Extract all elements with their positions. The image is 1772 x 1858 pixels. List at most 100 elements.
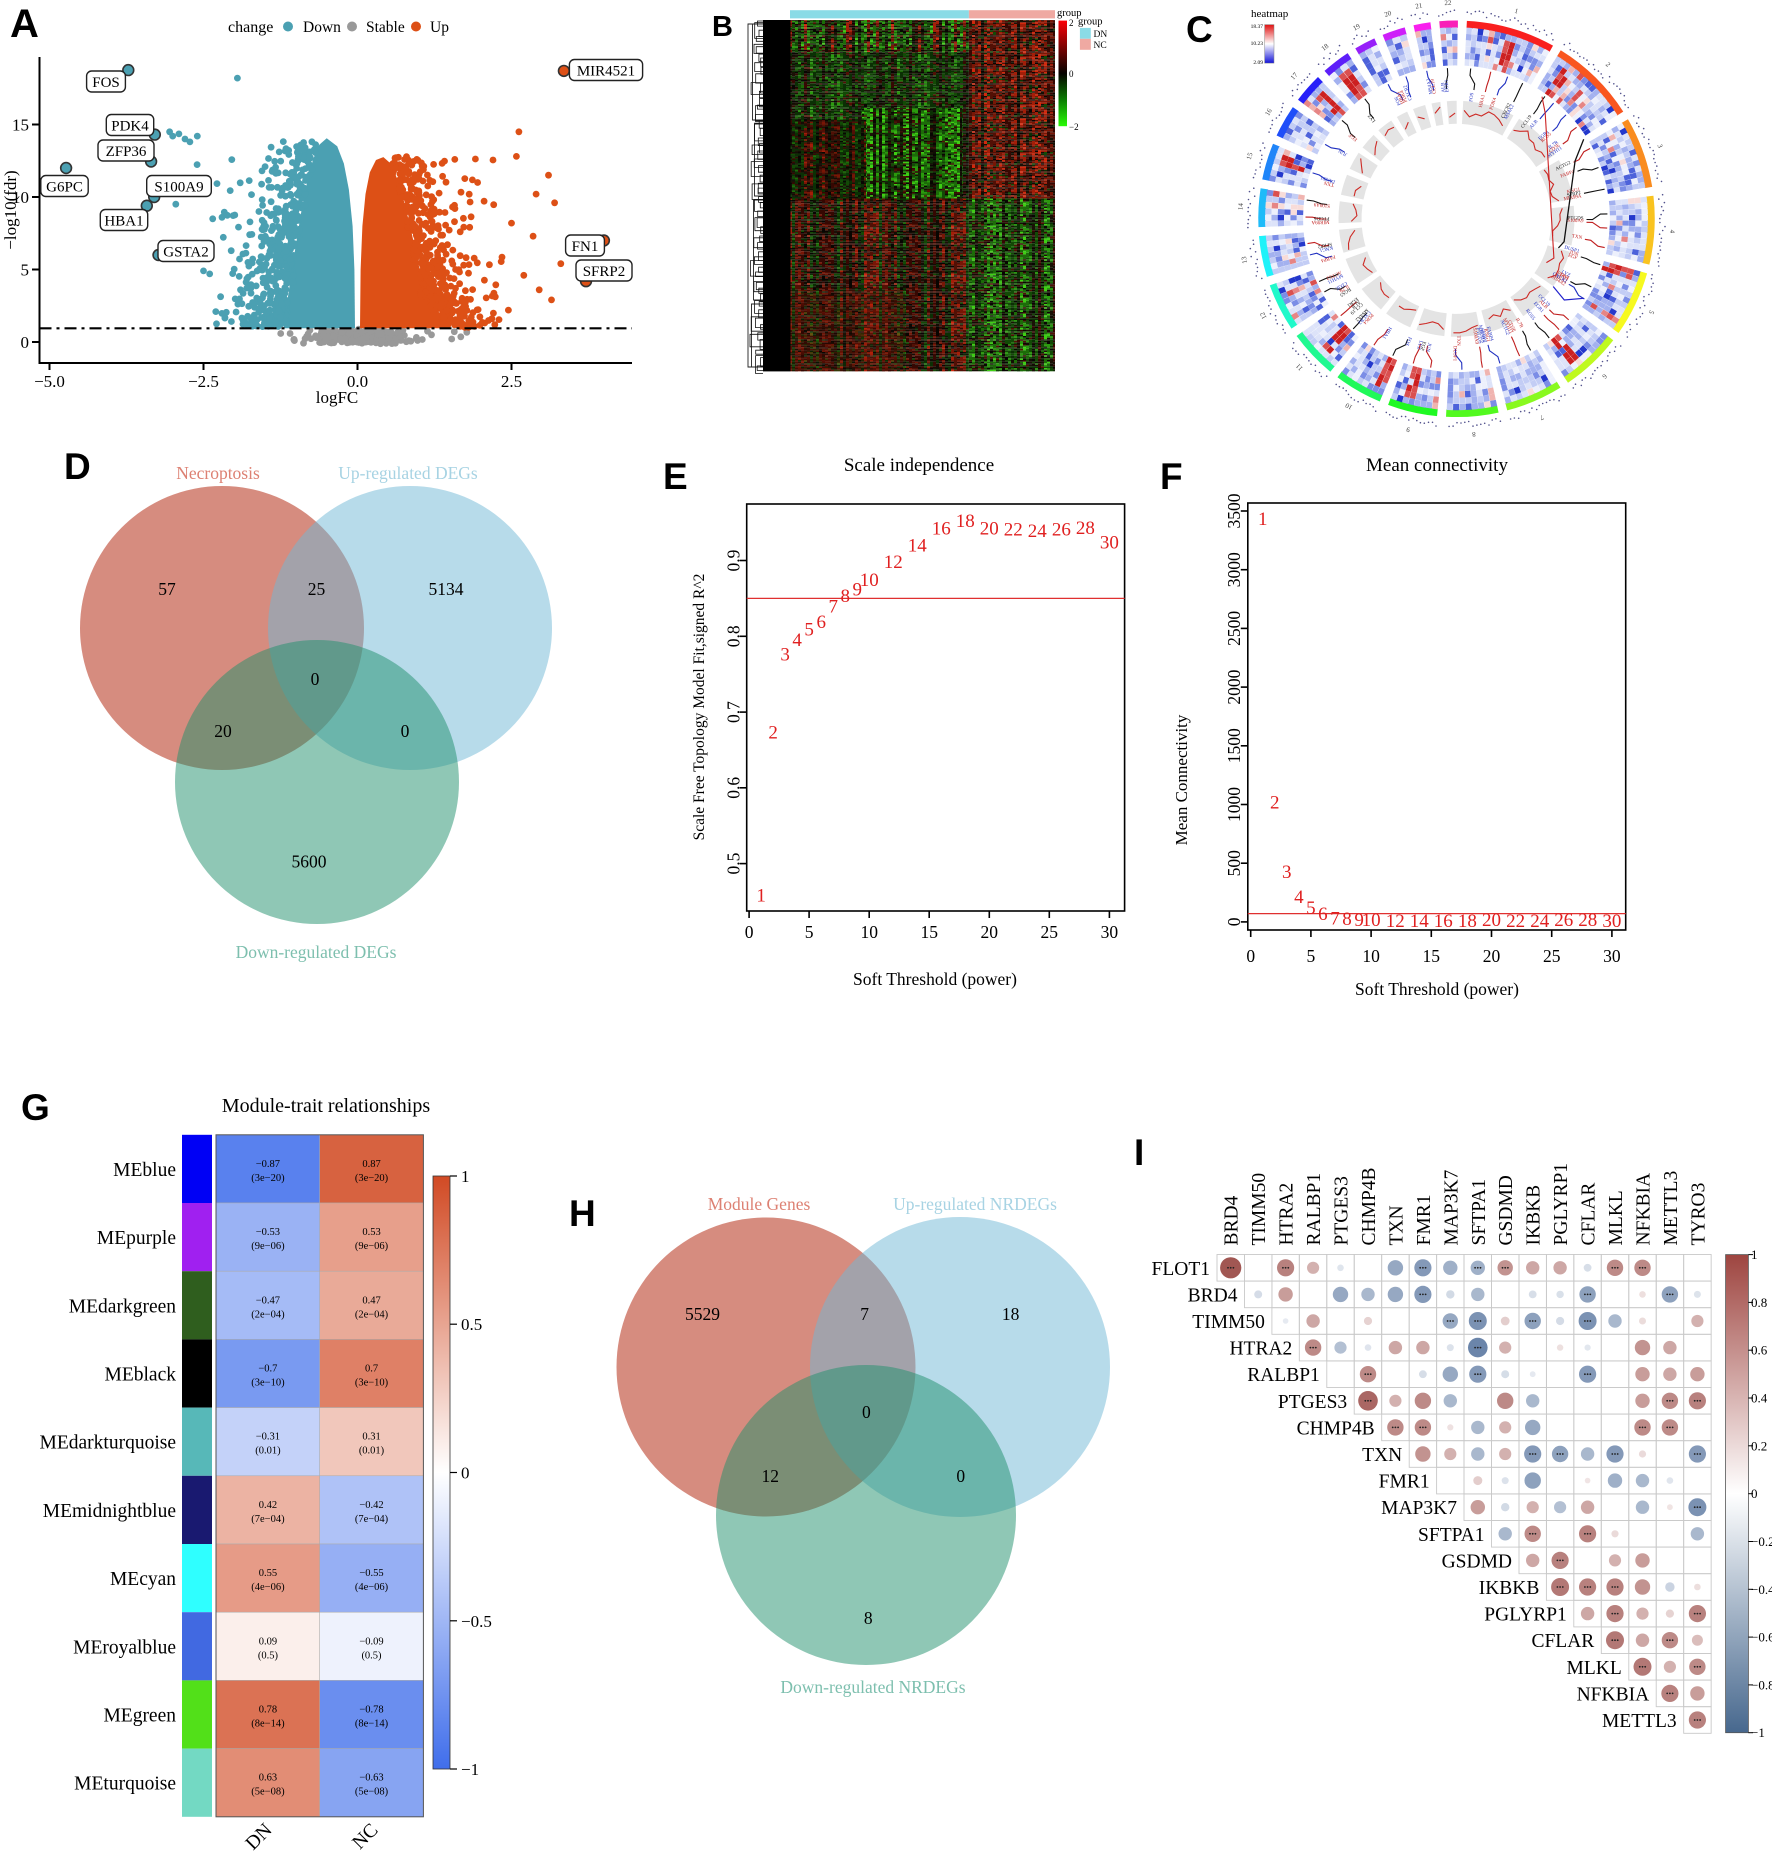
svg-text:DUSP1: DUSP1 <box>1451 346 1456 362</box>
svg-text:2: 2 <box>1069 18 1074 28</box>
svg-text:20: 20 <box>1483 946 1501 966</box>
svg-text:5: 5 <box>21 261 30 280</box>
svg-text:8: 8 <box>1342 909 1352 930</box>
svg-text:14: 14 <box>1237 202 1245 210</box>
svg-text:MEblack: MEblack <box>105 1365 177 1386</box>
svg-text:10: 10 <box>1362 946 1380 966</box>
svg-text:0.55: 0.55 <box>259 1568 277 1579</box>
svg-text:Scale Free Topology Model Fit,: Scale Free Topology Model Fit,signed R^2 <box>691 574 708 841</box>
svg-text:5: 5 <box>805 922 814 942</box>
svg-text:FMR1: FMR1 <box>1414 1195 1435 1246</box>
svg-text:8: 8 <box>840 586 850 607</box>
svg-text:GSDMD: GSDMD <box>1496 1175 1517 1245</box>
svg-text:RALBP1: RALBP1 <box>1247 1365 1320 1386</box>
svg-text:(8e−14): (8e−14) <box>251 1719 285 1730</box>
svg-text:group: group <box>1078 16 1103 27</box>
svg-text:S100A9: S100A9 <box>1313 201 1330 208</box>
svg-text:18.37: 18.37 <box>1251 24 1264 30</box>
svg-text:25: 25 <box>308 579 326 599</box>
svg-text:PTGES3: PTGES3 <box>1332 1176 1353 1245</box>
svg-text:10: 10 <box>1362 910 1381 931</box>
svg-text:PDK4: PDK4 <box>111 119 149 135</box>
svg-text:−0.63: −0.63 <box>359 1773 383 1784</box>
svg-text:SFTPA1: SFTPA1 <box>1418 1525 1485 1546</box>
svg-text:TXN: TXN <box>1386 1205 1407 1245</box>
svg-text:TXN: TXN <box>1323 179 1335 187</box>
svg-text:15: 15 <box>12 116 29 135</box>
svg-text:EGR1: EGR1 <box>1345 296 1358 308</box>
svg-text:CXCR2: CXCR2 <box>1403 84 1414 101</box>
svg-text:FOS: FOS <box>1559 273 1570 282</box>
svg-text:SFRP2: SFRP2 <box>583 264 626 280</box>
svg-text:24: 24 <box>1530 911 1550 932</box>
svg-text:−0.5: −0.5 <box>461 1612 492 1631</box>
svg-text:LYZ: LYZ <box>1415 340 1422 350</box>
svg-text:−0.47: −0.47 <box>256 1295 280 1306</box>
svg-text:MEturquoise: MEturquoise <box>74 1774 176 1795</box>
svg-text:−0.31: −0.31 <box>256 1432 280 1443</box>
svg-text:10: 10 <box>12 188 29 207</box>
svg-text:NFKBIA: NFKBIA <box>1633 1173 1654 1246</box>
svg-text:Soft Threshold (power): Soft Threshold (power) <box>1355 979 1519 999</box>
svg-text:IL7R: IL7R <box>1514 318 1524 330</box>
svg-text:CFLAR: CFLAR <box>1531 1631 1594 1652</box>
svg-text:DN: DN <box>1094 30 1108 40</box>
svg-text:0.0: 0.0 <box>347 372 368 391</box>
svg-text:(4e−06): (4e−06) <box>355 1582 389 1593</box>
svg-text:8: 8 <box>864 1608 873 1628</box>
svg-text:0.42: 0.42 <box>259 1500 277 1511</box>
svg-text:ALB: ALB <box>1538 300 1549 311</box>
svg-text:−1: −1 <box>1751 1725 1765 1740</box>
svg-text:B: B <box>712 11 733 43</box>
svg-text:CD3E: CD3E <box>1334 280 1347 291</box>
svg-text:G: G <box>21 1087 50 1128</box>
svg-text:5: 5 <box>1306 898 1316 919</box>
svg-text:26: 26 <box>1554 910 1573 931</box>
svg-text:(4e−06): (4e−06) <box>251 1582 285 1593</box>
svg-text:−0.4: −0.4 <box>1751 1582 1772 1597</box>
svg-text:5: 5 <box>1647 309 1656 316</box>
svg-text:22: 22 <box>1004 520 1023 541</box>
svg-text:16: 16 <box>932 519 951 540</box>
svg-text:22: 22 <box>1506 911 1525 932</box>
svg-text:(0.5): (0.5) <box>361 1650 382 1661</box>
svg-text:30: 30 <box>1602 911 1621 932</box>
svg-text:RGS5: RGS5 <box>1338 286 1351 297</box>
svg-text:MEdarkturquoise: MEdarkturquoise <box>40 1433 176 1454</box>
svg-text:6: 6 <box>1600 372 1608 381</box>
svg-text:MLKL: MLKL <box>1606 1190 1627 1245</box>
svg-text:24: 24 <box>1028 521 1048 542</box>
svg-text:NFKBIA: NFKBIA <box>1577 1684 1650 1705</box>
svg-text:SFTPA1: SFTPA1 <box>1469 1179 1490 1246</box>
svg-text:12: 12 <box>761 1466 779 1486</box>
svg-text:CD3E: CD3E <box>1548 143 1561 154</box>
svg-text:GSDMD: GSDMD <box>1442 1551 1512 1572</box>
svg-text:(2e−04): (2e−04) <box>355 1309 389 1320</box>
svg-text:0: 0 <box>1224 917 1244 926</box>
svg-text:(3e−20): (3e−20) <box>355 1173 389 1184</box>
svg-text:30: 30 <box>1100 532 1119 553</box>
svg-text:A: A <box>10 2 39 46</box>
svg-text:CCL19: CCL19 <box>1431 78 1438 94</box>
svg-text:5600: 5600 <box>292 852 327 872</box>
svg-text:3000: 3000 <box>1224 552 1244 587</box>
svg-text:−0.55: −0.55 <box>359 1568 383 1579</box>
svg-text:TXN: TXN <box>1571 234 1582 241</box>
svg-text:0: 0 <box>1751 1486 1758 1501</box>
svg-text:0.6: 0.6 <box>724 777 744 799</box>
svg-text:10: 10 <box>860 570 879 591</box>
svg-text:4: 4 <box>1294 887 1304 908</box>
svg-text:PGLYRP1: PGLYRP1 <box>1484 1605 1567 1626</box>
svg-text:DUSP1: DUSP1 <box>1319 174 1336 184</box>
svg-text:EGF: EGF <box>1567 254 1578 262</box>
svg-text:6: 6 <box>1318 904 1328 925</box>
svg-text:EGF: EGF <box>1348 132 1359 142</box>
svg-text:5134: 5134 <box>429 579 464 599</box>
svg-text:JUN: JUN <box>1338 147 1349 156</box>
svg-text:MYH11: MYH11 <box>1326 272 1343 284</box>
svg-text:EGR1: EGR1 <box>1445 79 1451 92</box>
svg-text:0.5: 0.5 <box>461 1315 482 1334</box>
svg-text:FOS: FOS <box>1394 95 1403 106</box>
svg-text:2: 2 <box>1604 61 1612 70</box>
svg-text:S100A9: S100A9 <box>1567 219 1584 224</box>
